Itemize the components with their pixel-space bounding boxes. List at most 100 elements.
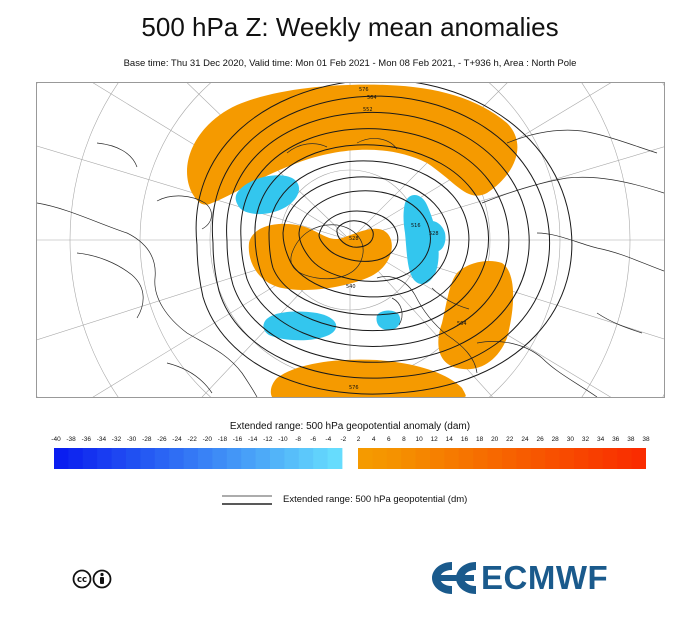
colorbar-segment-negative (255, 448, 271, 469)
colorbar-tick-label: -32 (111, 436, 122, 443)
ecmwf-logo-text: ECMWF (481, 559, 609, 596)
svg-text:cc: cc (77, 575, 87, 585)
colorbar-segment-negative (140, 448, 156, 469)
colorbar-tick-label: -28 (142, 436, 152, 443)
anomaly-legend-ticks: -40 -38 -36 -34 -32 -30 -28 -26 -24 -22 -20 -18 -16-… (46, 436, 656, 448)
colorbar-tick-label: 18 (475, 436, 484, 443)
colorbar-segment-positive (530, 448, 546, 469)
colorbar-tick-label: -10 (278, 436, 288, 443)
colorbar-tick-label: -22 (187, 436, 197, 443)
colorbar-tick-label: 26 (536, 436, 544, 443)
colorbar-tick-label: 14 (445, 436, 453, 443)
colorbar-tick-label: -24 (172, 436, 182, 443)
colorbar-segment-negative (270, 448, 285, 469)
colorbar-segment-negative (226, 448, 242, 469)
negative-anomaly-areas (235, 175, 446, 341)
colorbar-tick-label: 38 (627, 436, 635, 443)
colorbar-segment-positive (473, 448, 488, 469)
colorbar-segment-positive (444, 448, 460, 469)
colorbar-segment-positive (502, 448, 517, 469)
anomaly-colorbar (54, 448, 646, 469)
contour-label: 576 (359, 87, 369, 93)
colorbar-segment-positive (516, 448, 532, 469)
chart-title: 500 hPa Z: Weekly mean anomalies (141, 12, 559, 42)
colorbar-tick-label: -2 (340, 436, 347, 443)
chart-subtitle: Base time: Thu 31 Dec 2020, Valid time: … (123, 58, 577, 69)
colorbar-segment-positive (458, 448, 474, 469)
colorbar-segment-negative (82, 448, 98, 469)
colorbar-segment-positive (358, 448, 373, 469)
contour-legend: Extended range: 500 hPa geopotential (dm… (222, 490, 542, 510)
colorbar-segment-negative (298, 448, 314, 469)
colorbar-tick-label: -6 (310, 436, 317, 443)
colorbar-segment-positive (386, 448, 402, 469)
contour-label: 516 (411, 223, 421, 229)
contour-label: 564 (457, 321, 467, 327)
colorbar-tick-label: 10 (415, 436, 423, 443)
ecmwf-logo: ECMWF (430, 558, 630, 600)
contour-legend-lines-icon (222, 495, 272, 505)
colorbar-segment-negative (111, 448, 127, 469)
polar-map: 576 564 552 516 528 528 540 564 576 (36, 82, 665, 398)
colorbar-tick-label: 34 (596, 436, 605, 443)
colorbar-tick-label: -26 (157, 436, 167, 443)
colorbar-segment-positive (415, 448, 431, 469)
contour-label: 528 (429, 231, 439, 237)
colorbar-segment-negative (154, 448, 170, 469)
colorbar-segment-positive (545, 448, 560, 469)
colorbar-tick-label: 2 (356, 436, 361, 443)
colorbar-tick-label: 16 (460, 436, 469, 443)
colorbar-tick-label: -16 (232, 436, 243, 443)
colorbar-tick-label: 32 (581, 436, 590, 443)
colorbar-segment-positive (430, 448, 445, 469)
colorbar-tick-label: -14 (247, 436, 258, 443)
colorbar-segment-positive (487, 448, 503, 469)
colorbar-tick-label: 4 (371, 436, 376, 443)
contour-label: 564 (367, 95, 377, 101)
colorbar-tick-label: 24 (521, 436, 529, 443)
geopotential-contours (195, 83, 573, 395)
contour-labels: 576 564 552 516 528 528 540 564 576 (346, 87, 467, 391)
colorbar-tick-label: -8 (295, 436, 301, 443)
colorbar-segment-negative (198, 448, 213, 469)
colorbar-segment-negative (241, 448, 256, 469)
anomaly-legend-title: Extended range: 500 hPa geopotential ano… (229, 421, 471, 432)
contour-label: 528 (349, 236, 359, 242)
colorbar-tick-label: 12 (430, 436, 438, 443)
colorbar-segment-negative (97, 448, 112, 469)
colorbar-tick-label: -40 (51, 436, 61, 443)
colorbar-tick-label: -20 (202, 436, 212, 443)
colorbar-tick-label: 20 (491, 436, 499, 443)
contour-label: 576 (349, 385, 359, 391)
colorbar-segment-positive (559, 448, 575, 469)
colorbar-tick-label: 22 (506, 436, 514, 443)
colorbar-tick-label: 28 (551, 436, 559, 443)
colorbar-tick-label: -30 (126, 436, 137, 443)
colorbar-tick-label: -4 (325, 436, 332, 443)
colorbar-segment-negative (183, 448, 199, 469)
colorbar-segment-positive (588, 448, 604, 469)
colorbar-tick-label: -38 (66, 436, 76, 443)
cc-by-icon: cc (72, 569, 112, 589)
ecmwf-logo-icon (432, 562, 476, 594)
colorbar-segment-positive (401, 448, 416, 469)
colorbar-tick-label: -12 (263, 436, 273, 443)
colorbar-segment-negative (54, 448, 69, 469)
contour-label: 552 (363, 107, 373, 113)
colorbar-segment-positive (574, 448, 589, 469)
colorbar-segment-positive (631, 448, 646, 469)
colorbar-segment-negative (68, 448, 84, 469)
colorbar-tick-label: 8 (402, 436, 406, 443)
colorbar-segment-positive (372, 448, 388, 469)
colorbar-tick-label: -34 (96, 436, 107, 443)
colorbar-tick-label: -18 (217, 436, 228, 443)
colorbar-segment-negative (169, 448, 184, 469)
colorbar-segment-negative (212, 448, 228, 469)
colorbar-segment-negative (313, 448, 328, 469)
contour-legend-label: Extended range: 500 hPa geopotential (dm… (283, 494, 468, 505)
colorbar-segment-positive (617, 448, 632, 469)
colorbar-tick-label: 6 (386, 436, 391, 443)
colorbar-segment-positive (602, 448, 618, 469)
colorbar-segment-negative (284, 448, 300, 469)
contour-label: 540 (346, 284, 356, 290)
